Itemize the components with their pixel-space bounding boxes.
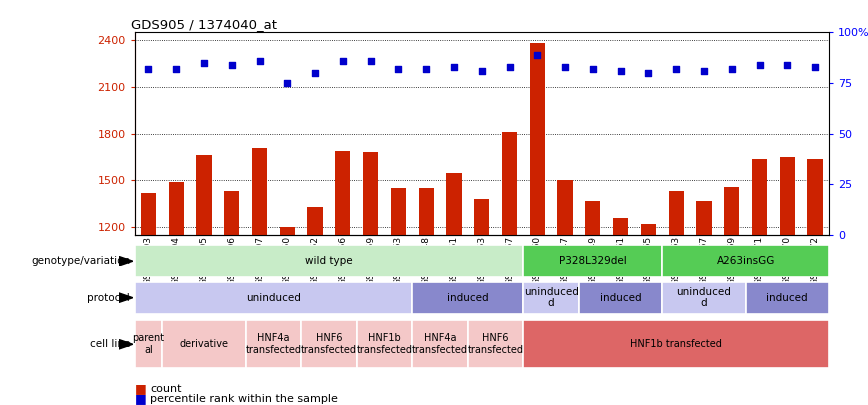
Point	[308, 70, 322, 76]
Point	[447, 64, 461, 70]
Polygon shape	[119, 293, 133, 303]
Text: parent
al: parent al	[132, 333, 165, 355]
Bar	[641, 224, 656, 405]
Bar	[523, 245, 662, 277]
Bar	[135, 320, 162, 368]
Bar	[307, 207, 323, 405]
Point	[225, 62, 239, 68]
Bar	[246, 320, 301, 368]
Bar	[224, 191, 240, 405]
Text: percentile rank within the sample: percentile rank within the sample	[150, 394, 338, 404]
Text: HNF4a
transfected: HNF4a transfected	[246, 333, 301, 355]
Point	[169, 66, 183, 72]
Text: ■: ■	[135, 392, 147, 405]
Text: HNF6
transfected: HNF6 transfected	[468, 333, 523, 355]
Point	[808, 64, 822, 70]
Point	[503, 64, 516, 70]
Bar	[696, 200, 712, 405]
Bar	[662, 245, 829, 277]
Point	[725, 66, 739, 72]
Bar	[412, 320, 468, 368]
Polygon shape	[119, 339, 133, 349]
Bar	[585, 200, 601, 405]
Point	[364, 58, 378, 64]
Text: wild type: wild type	[306, 256, 352, 266]
Text: HNF4a
transfected: HNF4a transfected	[412, 333, 468, 355]
Bar	[557, 180, 573, 405]
Text: cell line: cell line	[89, 339, 130, 349]
Bar	[474, 199, 490, 405]
Bar	[135, 282, 412, 313]
Bar	[502, 132, 517, 405]
Polygon shape	[119, 256, 133, 266]
Bar	[446, 173, 462, 405]
Bar	[523, 282, 579, 313]
Point	[197, 60, 211, 66]
Point	[336, 58, 350, 64]
Text: HNF1b transfected: HNF1b transfected	[630, 339, 722, 349]
Bar	[613, 218, 628, 405]
Point	[475, 68, 489, 74]
Bar	[357, 320, 412, 368]
Text: protocol: protocol	[88, 293, 130, 303]
Bar	[807, 159, 823, 405]
Point	[419, 66, 433, 72]
Text: genotype/variation: genotype/variation	[31, 256, 130, 266]
Bar	[363, 152, 378, 405]
Text: uninduced: uninduced	[246, 293, 301, 303]
Text: induced: induced	[600, 293, 641, 303]
Bar	[779, 157, 795, 405]
Text: count: count	[150, 384, 181, 394]
Bar	[752, 159, 767, 405]
Text: induced: induced	[766, 293, 808, 303]
Text: induced: induced	[447, 293, 489, 303]
Bar	[335, 151, 351, 405]
Bar	[746, 282, 829, 313]
Bar	[662, 282, 746, 313]
Point	[280, 80, 294, 86]
Text: uninduced
d: uninduced d	[676, 287, 732, 309]
Text: GDS905 / 1374040_at: GDS905 / 1374040_at	[131, 18, 277, 31]
Bar	[252, 148, 267, 405]
Bar	[418, 188, 434, 405]
Bar	[135, 245, 523, 277]
Bar	[168, 182, 184, 405]
Text: P328L329del: P328L329del	[559, 256, 627, 266]
Point	[697, 68, 711, 74]
Point	[141, 66, 155, 72]
Bar	[468, 320, 523, 368]
Bar	[391, 188, 406, 405]
Bar	[724, 187, 740, 405]
Point	[753, 62, 766, 68]
Bar	[523, 320, 829, 368]
Point	[614, 68, 628, 74]
Text: A263insGG: A263insGG	[716, 256, 775, 266]
Text: ■: ■	[135, 382, 147, 395]
Text: derivative: derivative	[180, 339, 228, 349]
Text: HNF6
transfected: HNF6 transfected	[301, 333, 357, 355]
Bar	[196, 156, 212, 405]
Bar	[529, 43, 545, 405]
Bar	[668, 191, 684, 405]
Bar	[301, 320, 357, 368]
Point	[530, 51, 544, 58]
Bar	[162, 320, 246, 368]
Bar	[412, 282, 523, 313]
Point	[391, 66, 405, 72]
Bar	[141, 193, 156, 405]
Text: uninduced
d: uninduced d	[523, 287, 579, 309]
Bar	[279, 227, 295, 405]
Point	[558, 64, 572, 70]
Bar	[579, 282, 662, 313]
Point	[253, 58, 266, 64]
Text: HNF1b
transfected: HNF1b transfected	[357, 333, 412, 355]
Point	[669, 66, 683, 72]
Point	[641, 70, 655, 76]
Point	[586, 66, 600, 72]
Point	[780, 62, 794, 68]
